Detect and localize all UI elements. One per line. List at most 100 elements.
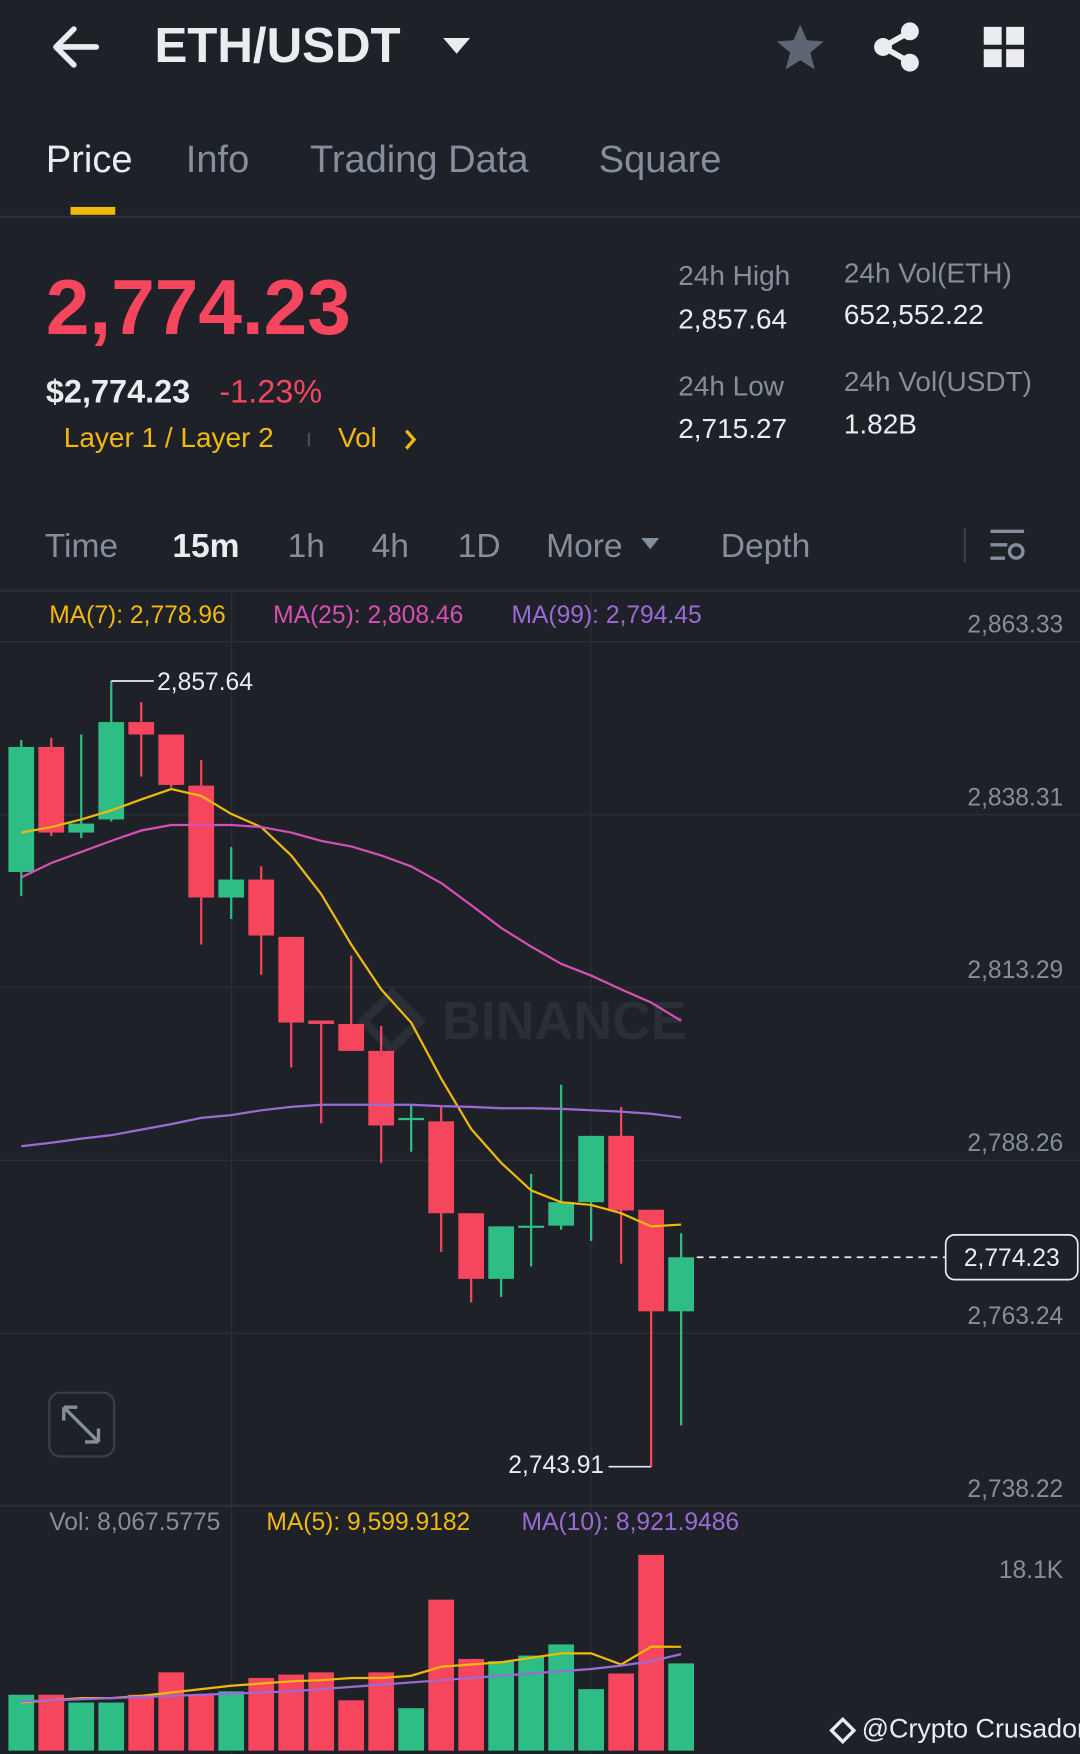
volume-bar: [308, 1672, 335, 1751]
volume-bar: [68, 1702, 95, 1751]
interval[interactable]: Depth: [721, 528, 811, 565]
tab[interactable]: Info: [186, 139, 249, 181]
grid-cell: [983, 26, 1002, 45]
candle-body: [608, 1135, 635, 1211]
volume-bar: [338, 1700, 365, 1751]
volume-bar: [428, 1599, 455, 1751]
low-label: 2,743.91: [508, 1452, 604, 1479]
volume-bar: [518, 1655, 545, 1751]
ma-line: [20, 823, 682, 1022]
ma-label: MA(7): 2,778.96: [49, 602, 226, 629]
dropdown-icon: [443, 38, 471, 54]
volume-ma-line: [21, 1653, 682, 1703]
volume-bar: [458, 1658, 485, 1751]
candle-body: [278, 936, 305, 1023]
back-arrow: [53, 26, 100, 68]
pair-title: ETH/USDT: [154, 18, 400, 73]
volume-bar: [218, 1691, 245, 1751]
fullscreen-button[interactable]: [48, 1391, 116, 1458]
interval[interactable]: 4h: [372, 528, 409, 565]
grid-cell: [983, 49, 1002, 68]
volume-bar: [578, 1689, 605, 1751]
tag[interactable]: Layer 1 / Layer 2: [64, 422, 274, 453]
tab[interactable]: Square: [599, 139, 722, 181]
watermark-logo: [357, 987, 427, 1056]
watermark-text: BINANCE: [442, 991, 687, 1051]
tab[interactable]: Trading Data: [310, 139, 529, 181]
y-tick-label: 2,738.22: [967, 1476, 1063, 1503]
candle-body: [38, 746, 65, 833]
grid-cell: [1006, 26, 1025, 45]
candle-body: [368, 1050, 395, 1126]
volume-ma-label: MA(5): 9,599.9182: [266, 1509, 470, 1536]
y-tick-label: 2,863.33: [967, 612, 1063, 639]
back-button[interactable]: [53, 26, 100, 68]
volume-ma-label: MA(10): 8,921.9486: [522, 1509, 740, 1536]
interval[interactable]: 1D: [458, 528, 501, 565]
interval[interactable]: More: [546, 528, 622, 565]
volume-bar: [188, 1694, 215, 1751]
favorite-icon[interactable]: [776, 24, 824, 70]
candle-body: [428, 1121, 455, 1214]
grid-cell: [1006, 49, 1025, 68]
candle-body: [158, 734, 185, 785]
share-icon[interactable]: [874, 22, 919, 72]
share-dot: [900, 53, 919, 72]
expand-icon: [62, 1405, 101, 1444]
interval[interactable]: 1h: [288, 528, 325, 565]
volume-bar: [38, 1694, 65, 1751]
price-change: -1.23%: [219, 373, 322, 409]
share-dot: [900, 22, 919, 41]
volume-bar: [248, 1677, 275, 1751]
candle-body: [578, 1135, 605, 1203]
stat-label: 24h Vol(ETH): [844, 258, 1012, 289]
current-price-box: [944, 1234, 1079, 1281]
candle-body: [398, 1117, 425, 1121]
tab-active[interactable]: Price: [46, 139, 133, 181]
y-tick-label: 2,788.26: [967, 1130, 1063, 1157]
candle-body: [98, 722, 125, 820]
high-label: 2,857.64: [157, 669, 253, 696]
ma-line: [21, 787, 682, 1228]
candle-body: [218, 879, 245, 898]
tag[interactable]: Vol: [338, 422, 377, 453]
usd-price: $2,774.23: [46, 373, 190, 409]
icon-gear: [1007, 543, 1025, 560]
candle-body: [668, 1257, 694, 1312]
grid-menu-icon[interactable]: [983, 26, 1025, 68]
candle-body: [68, 823, 95, 833]
last-price: 2,774.23: [46, 263, 351, 351]
pair-selector[interactable]: ETH/USDT: [154, 18, 471, 73]
stat-value: 1.82B: [844, 409, 917, 440]
interval-active[interactable]: 15m: [172, 528, 239, 565]
ma-label: MA(99): 2,794.45: [511, 602, 701, 629]
volume-bar: [608, 1673, 635, 1751]
share-dot: [874, 38, 892, 56]
volume-bar: [668, 1663, 694, 1751]
stat-value: 652,552.22: [844, 299, 984, 330]
stat-label: 24h Low: [678, 371, 785, 402]
credit-logo: [829, 1716, 857, 1745]
candle-body: [188, 785, 215, 898]
ma-line: [21, 1103, 682, 1148]
candle-body: [488, 1226, 515, 1279]
credit: @Crypto Crusador: [862, 1714, 1080, 1744]
chart-settings-icon[interactable]: [990, 529, 1025, 560]
plot-layer: 2,863.33 2,838.31 2,813.29 2,788.26 2,763.24…: [0, 612, 1080, 1751]
volume-bar: [398, 1708, 425, 1751]
stat-value: 2,857.64: [678, 303, 787, 334]
volume-bar: [128, 1694, 155, 1751]
y-tick-label: 2,813.29: [967, 957, 1063, 984]
volume-bar: [8, 1694, 35, 1751]
volume-bar: [158, 1672, 185, 1751]
interval[interactable]: Time: [45, 528, 118, 565]
y-tick-label: 2,838.31: [967, 784, 1063, 811]
volume-bar: [278, 1674, 305, 1751]
dropdown-icon: [641, 538, 660, 550]
candle-body: [308, 1020, 335, 1024]
stat-label: 24h High: [678, 260, 790, 291]
candle-body: [548, 1202, 575, 1226]
